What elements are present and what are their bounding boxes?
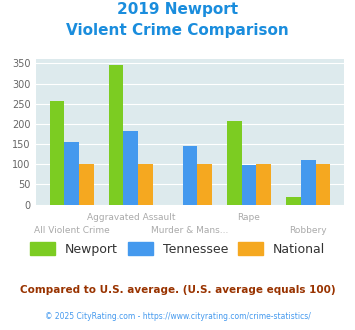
Bar <box>227 121 242 205</box>
Bar <box>109 65 124 205</box>
Text: Aggravated Assault: Aggravated Assault <box>87 213 175 222</box>
Text: 2019 Newport: 2019 Newport <box>117 2 238 16</box>
Bar <box>256 164 271 205</box>
Text: Robbery: Robbery <box>289 226 327 235</box>
Legend: Newport, Tennessee, National: Newport, Tennessee, National <box>25 237 330 261</box>
Bar <box>242 165 256 205</box>
Bar <box>138 164 153 205</box>
Bar <box>64 142 79 205</box>
Bar <box>286 197 301 205</box>
Bar <box>301 160 316 205</box>
Text: Compared to U.S. average. (U.S. average equals 100): Compared to U.S. average. (U.S. average … <box>20 285 335 295</box>
Text: © 2025 CityRating.com - https://www.cityrating.com/crime-statistics/: © 2025 CityRating.com - https://www.city… <box>45 312 310 321</box>
Bar <box>182 146 197 205</box>
Text: Rape: Rape <box>237 213 261 222</box>
Bar <box>197 164 212 205</box>
Bar <box>79 164 94 205</box>
Text: Murder & Mans...: Murder & Mans... <box>151 226 229 235</box>
Bar <box>316 164 330 205</box>
Text: Violent Crime Comparison: Violent Crime Comparison <box>66 23 289 38</box>
Bar <box>50 101 64 205</box>
Bar <box>124 131 138 205</box>
Text: All Violent Crime: All Violent Crime <box>34 226 110 235</box>
